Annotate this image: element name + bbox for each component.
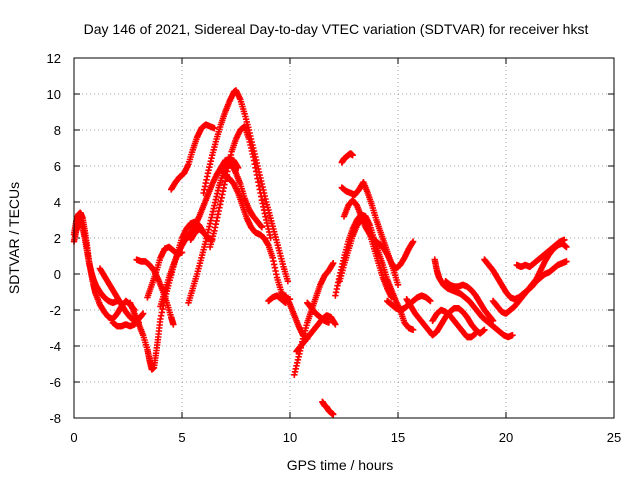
y-tick-label: 10 xyxy=(47,87,61,102)
series-arc-h xyxy=(157,155,242,310)
series-arc-af xyxy=(489,240,570,317)
y-tick-label: -8 xyxy=(49,411,61,426)
series-arc-m xyxy=(187,225,216,243)
plus-marker xyxy=(563,243,570,251)
plus-marker xyxy=(409,326,417,333)
plus-marker xyxy=(349,152,356,159)
x-tick-label: 5 xyxy=(178,430,185,445)
series-arc-e xyxy=(126,218,207,373)
plus-marker xyxy=(427,297,434,305)
x-axis-title: GPS time / hours xyxy=(287,457,394,473)
plus-marker xyxy=(325,319,333,326)
series-arc-n xyxy=(222,173,294,303)
series-arc-o xyxy=(265,292,289,306)
x-tick-label: 25 xyxy=(607,430,621,445)
y-tick-label: 6 xyxy=(54,159,61,174)
series-arc-j xyxy=(168,121,218,193)
y-tick-label: -6 xyxy=(49,375,61,390)
plus-marker xyxy=(139,310,147,317)
series-arc-q xyxy=(291,260,337,378)
plus-marker xyxy=(561,236,568,243)
plus-marker xyxy=(563,258,570,265)
data-marks xyxy=(70,87,570,418)
plus-marker xyxy=(258,224,266,231)
y-tick-label: -4 xyxy=(49,339,61,354)
series-arc-ag xyxy=(513,236,568,270)
x-tick-label: 15 xyxy=(391,430,405,445)
plus-marker xyxy=(388,294,395,301)
plus-marker xyxy=(170,321,177,328)
y-tick-label: 8 xyxy=(54,123,61,138)
plus-marker xyxy=(332,321,339,328)
axes: 0 5 10 15 20 25 -8 -6 -4 -2 0 2 4 6 8 10 12 xyxy=(47,51,622,445)
plus-marker xyxy=(330,411,337,418)
y-axis-title: SDTVAR / TECUs xyxy=(6,182,22,294)
x-tick-label: 10 xyxy=(283,430,297,445)
y-tick-label: -2 xyxy=(49,303,61,318)
series-arc-b xyxy=(70,218,121,306)
series-arc-d xyxy=(109,310,147,330)
chart-title: Day 146 of 2021, Sidereal Day-to-day VTE… xyxy=(84,21,589,37)
plus-marker xyxy=(489,317,497,324)
y-tick-label: 4 xyxy=(54,195,61,210)
series-arc-u xyxy=(332,211,417,333)
plus-marker xyxy=(209,236,216,243)
series-arc-y xyxy=(340,197,417,272)
series-arc-ab xyxy=(429,306,479,341)
plus-marker xyxy=(284,278,292,285)
y-tick-label: 0 xyxy=(54,267,61,282)
plus-marker xyxy=(211,125,218,132)
series-arc-i xyxy=(185,161,266,306)
series-arc-ad xyxy=(442,278,497,324)
plus-marker xyxy=(394,281,402,288)
plus-marker xyxy=(267,234,274,242)
plus-marker xyxy=(472,330,479,337)
series-arc-t xyxy=(319,398,337,418)
series-arc-c xyxy=(96,265,142,326)
series-arc-r xyxy=(293,312,339,355)
x-tick-label: 0 xyxy=(70,430,77,445)
plus-marker xyxy=(330,260,337,267)
plot-frame xyxy=(73,57,615,419)
x-tick-label: 20 xyxy=(499,430,513,445)
plus-marker xyxy=(481,326,488,333)
series-arc-s xyxy=(304,299,333,326)
series-arc-w xyxy=(338,150,356,166)
plus-marker xyxy=(409,238,417,245)
y-tick-label: 12 xyxy=(47,51,61,66)
y-tick-label: 2 xyxy=(54,231,61,246)
plus-marker xyxy=(509,332,516,339)
